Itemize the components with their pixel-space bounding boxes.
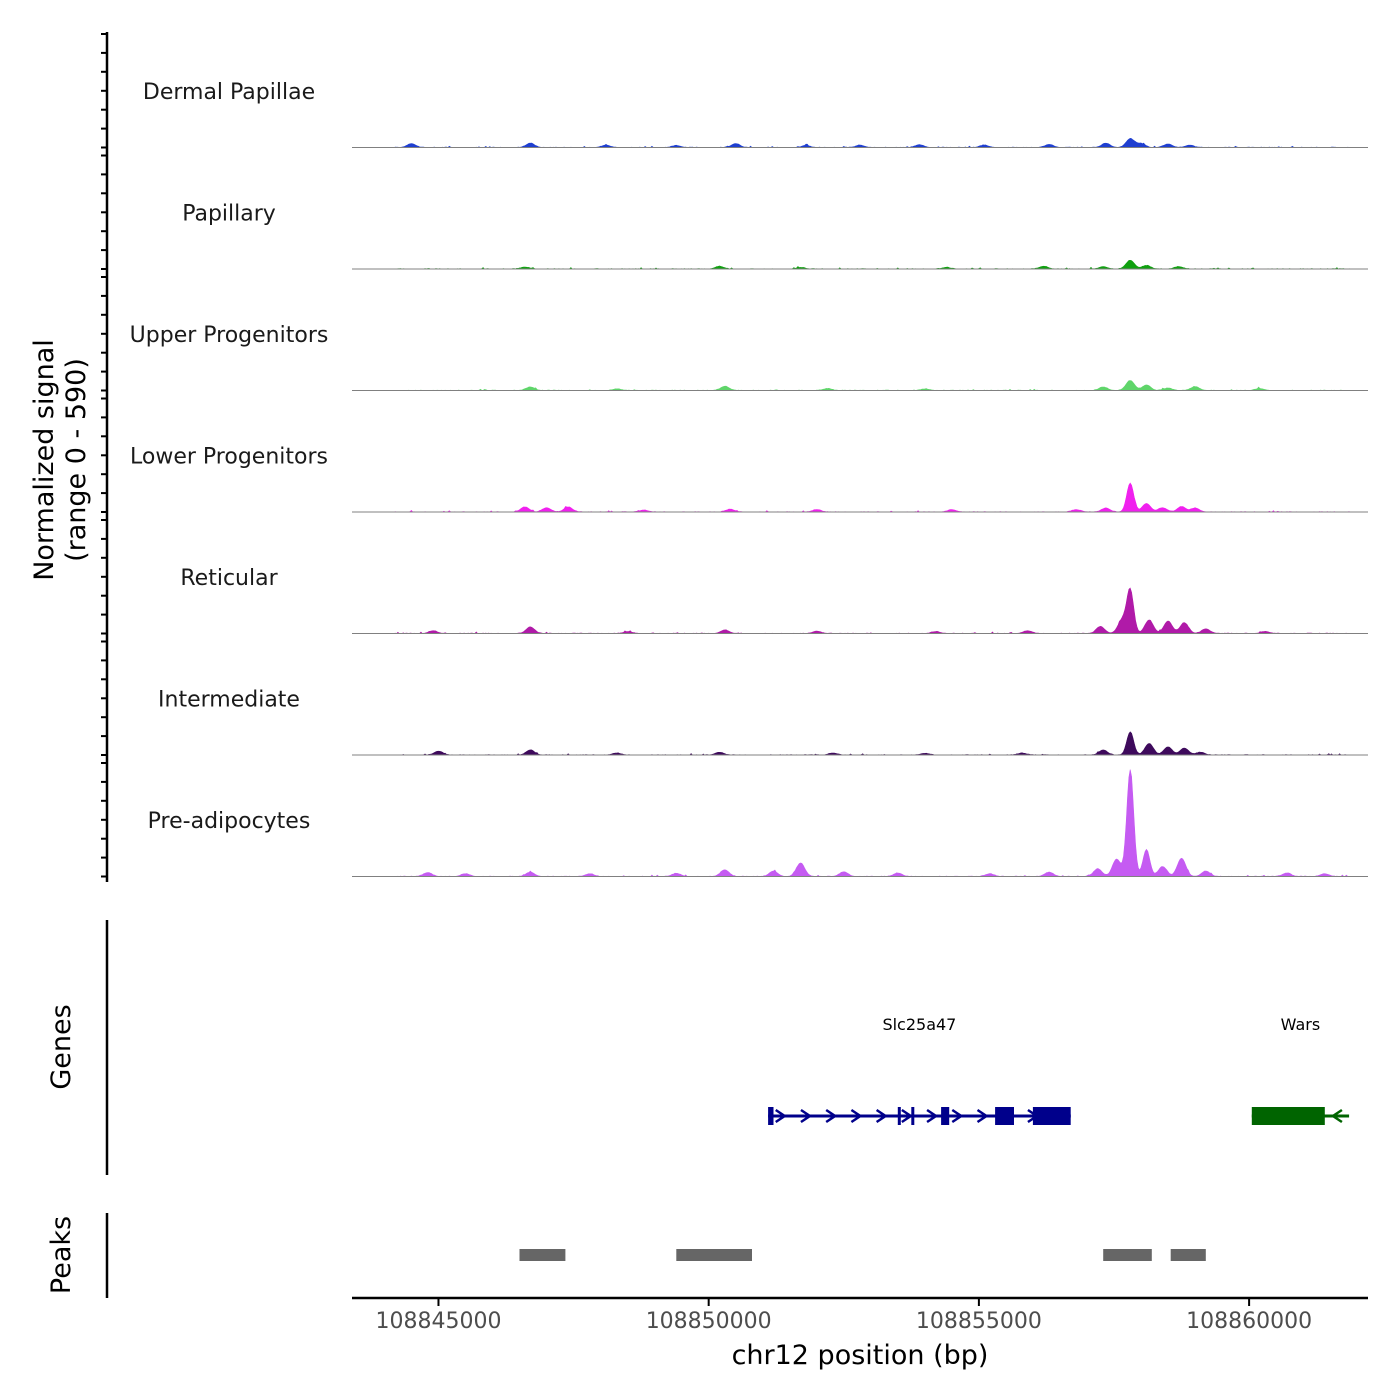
gene-slc25a47: Slc25a47: [768, 1015, 1071, 1125]
x-tick-label: 108845000: [375, 1309, 501, 1334]
track-y-ticks: [101, 397, 107, 513]
exon: [897, 1107, 901, 1125]
gene-label: Slc25a47: [882, 1015, 956, 1034]
track-label: Upper Progenitors: [130, 323, 329, 348]
peak-region: [519, 1249, 566, 1261]
track-dermal-papillae: Dermal Papillae: [143, 80, 1368, 148]
coverage-area: [394, 380, 1350, 391]
peak-region: [1103, 1249, 1152, 1261]
x-axis: chr12 position (bp) 108845000 108850000 10…: [352, 1296, 1368, 1371]
strand-arrow: [850, 1108, 863, 1124]
strand-arrow: [1330, 1108, 1343, 1124]
coverage-area: [394, 137, 1350, 148]
track-y-ticks: [101, 33, 107, 149]
track-label: Dermal Papillae: [143, 80, 315, 105]
x-axis-title: chr12 position (bp): [732, 1340, 989, 1371]
gene-label: Wars: [1281, 1015, 1321, 1034]
track-label: Lower Progenitors: [130, 445, 328, 470]
track-label: Papillary: [182, 202, 276, 227]
track-label: Intermediate: [158, 688, 300, 713]
exon: [995, 1107, 1014, 1125]
x-tick-label: 108850000: [646, 1309, 772, 1334]
exon: [911, 1107, 915, 1125]
exon: [941, 1107, 950, 1125]
coverage-area: [394, 587, 1350, 634]
gene-models: Slc25a47 Wars: [768, 1015, 1350, 1125]
strand-arrow: [951, 1108, 964, 1124]
track-y-ticks: [101, 154, 107, 270]
coverage-tracks: Dermal Papillae Papillary Upper Progenitor…: [130, 80, 1368, 877]
strand-arrow: [775, 1108, 787, 1124]
strand-arrow: [875, 1108, 888, 1124]
coverage-area: [394, 731, 1350, 756]
exon: [768, 1107, 774, 1125]
genes-panel: Genes Slc25a47 Wars: [46, 920, 1350, 1175]
peak-region: [676, 1249, 752, 1261]
track-intermediate: Intermediate: [158, 688, 1368, 756]
coverage-area: [394, 259, 1350, 270]
exon: [1251, 1107, 1325, 1125]
genes-axis-title: Genes: [46, 1004, 77, 1089]
strand-arrow: [901, 1108, 914, 1124]
track-y-ticks: [101, 640, 107, 756]
x-tick-label: 108860000: [1186, 1309, 1312, 1334]
coverage-area: [394, 482, 1350, 513]
y-axis-title: Normalized signal (range 0 - 590): [29, 339, 92, 581]
peak-regions: [519, 1249, 1206, 1261]
track-reticular: Reticular: [180, 566, 1368, 634]
track-y-ticks: [101, 762, 107, 878]
track-y-ticks: [101, 519, 107, 635]
track-y-ticks: [101, 276, 107, 392]
y-axis-title-main: Normalized signal: [29, 339, 60, 581]
track-label: Pre-adipocytes: [148, 809, 311, 834]
strand-arrow: [800, 1108, 813, 1124]
gene-wars: Wars: [1251, 1015, 1350, 1125]
strand-arrow: [976, 1108, 989, 1124]
y-axis-title-range: (range 0 - 590): [61, 358, 92, 562]
strand-arrow: [825, 1108, 838, 1124]
track-label: Reticular: [180, 566, 278, 591]
exon: [1032, 1107, 1071, 1125]
x-tick-label: 108855000: [916, 1309, 1042, 1334]
track-upper-progenitors: Upper Progenitors: [130, 323, 1368, 391]
track-lower-progenitors: Lower Progenitors: [130, 445, 1368, 513]
track-papillary: Papillary: [182, 202, 1368, 270]
coverage-area: [395, 769, 1350, 877]
peak-region: [1170, 1249, 1206, 1261]
track-pre-adipocytes: Pre-adipocytes: [148, 769, 1368, 877]
strand-arrow: [926, 1108, 939, 1124]
coverage-y-axis: [101, 32, 109, 882]
peaks-panel: Peaks: [46, 1213, 1206, 1298]
peaks-axis-title: Peaks: [46, 1216, 77, 1294]
